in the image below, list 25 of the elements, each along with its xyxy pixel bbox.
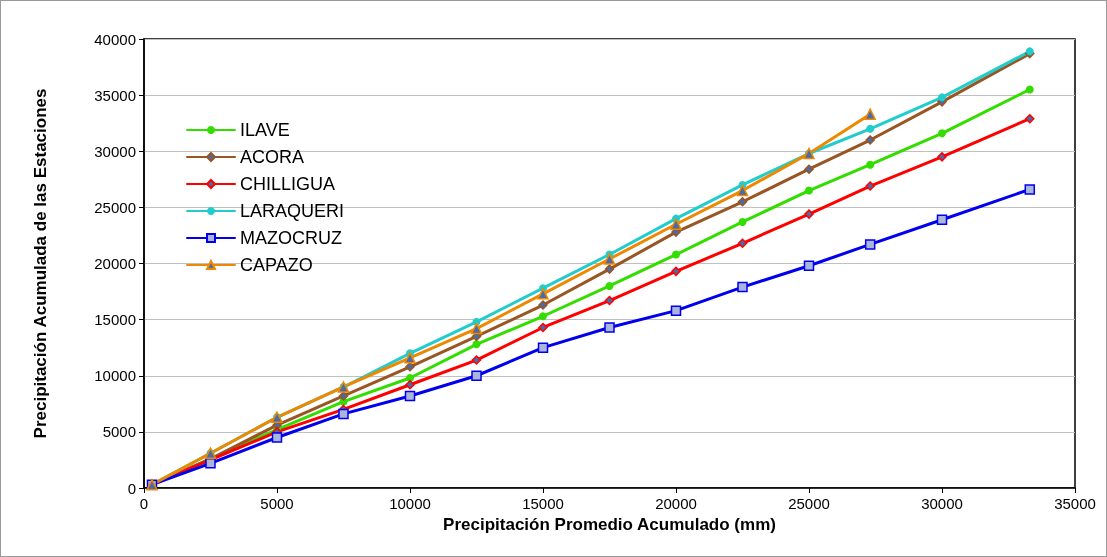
x-tick-label: 35000 <box>1054 495 1096 512</box>
x-tick-label: 25000 <box>788 495 830 512</box>
x-tick-label: 30000 <box>921 495 963 512</box>
x-tick-label: 15000 <box>522 495 564 512</box>
y-tick-label: 0 <box>127 479 136 497</box>
y-tick-label: 35000 <box>94 86 136 104</box>
y-tick-label: 20000 <box>94 255 136 272</box>
x-tick-label: 5000 <box>260 495 294 512</box>
legend-label: ILAVE <box>240 120 290 140</box>
legend-label: ACORA <box>240 147 305 167</box>
x-tick-label: 10000 <box>389 495 431 512</box>
y-tick-label: 25000 <box>94 198 136 216</box>
y-tick-label: 5000 <box>102 423 136 441</box>
y-tick-label: 40000 <box>94 30 136 48</box>
y-tick-label: 30000 <box>94 142 136 160</box>
y-tick-label: 15000 <box>94 311 136 329</box>
x-axis-title: Precipitación Promedio Acumulado (mm) <box>443 514 776 534</box>
legend-label: CHILLIGUA <box>240 174 336 194</box>
legend-label: MAZOCRUZ <box>240 228 342 248</box>
x-tick-label: 0 <box>139 495 149 512</box>
legend-label: LARAQUERI <box>240 201 345 221</box>
y-tick-label: 10000 <box>94 367 136 385</box>
x-tick-label: 20000 <box>655 495 697 512</box>
legend-label: CAPAZO <box>240 255 313 275</box>
y-axis-title: Precipitación Acumulada de las Estaciones <box>31 88 50 439</box>
